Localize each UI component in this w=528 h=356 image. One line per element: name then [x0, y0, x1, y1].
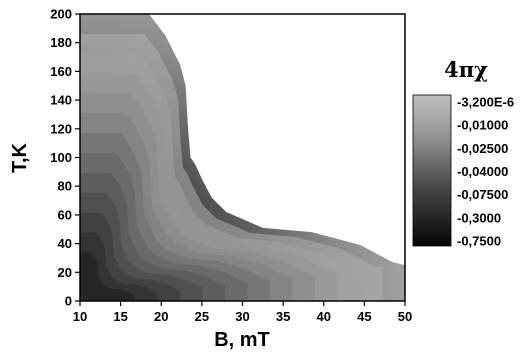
- legend: 4πχ -3,200E-6 -0,01000 -0,02500 -0,04000 -0,…: [412, 57, 514, 249]
- legend-level-label: -0,07500: [457, 187, 508, 202]
- y-tick-label: 200: [50, 7, 72, 22]
- y-tick-label: 40: [58, 236, 72, 251]
- y-axis: 0 20 40 60 80 100 120 140 160 180 200: [50, 7, 80, 309]
- x-tick-label: 20: [154, 309, 168, 324]
- contour-band: [80, 252, 135, 301]
- legend-level-label: -0,02500: [457, 141, 508, 156]
- legend-level-label: -0,01000: [457, 118, 508, 133]
- x-tick-label: 25: [195, 309, 209, 324]
- legend-labels: -3,200E-6 -0,01000 -0,02500 -0,04000 -0,0750…: [457, 95, 514, 249]
- legend-level-label: -3,200E-6: [457, 95, 514, 110]
- x-tick-label: 35: [276, 309, 290, 324]
- x-tick-label: 15: [113, 309, 127, 324]
- y-axis-title: T,K: [9, 142, 31, 173]
- x-tick-label: 45: [357, 309, 371, 324]
- plot-area: [79, 13, 406, 302]
- legend-level-label: -0,04000: [457, 164, 508, 179]
- y-tick-label: 100: [50, 150, 72, 165]
- y-tick-label: 180: [50, 35, 72, 50]
- region-above-boundary: [80, 14, 405, 266]
- legend-level-label: -0,7500: [457, 234, 501, 249]
- x-axis-title: B, mT: [214, 329, 270, 351]
- contour-bands: [80, 33, 383, 301]
- y-tick-label: 140: [50, 93, 72, 108]
- y-tick-label: 80: [58, 179, 72, 194]
- legend-title: 4πχ: [444, 57, 488, 82]
- y-tick-label: 20: [58, 265, 72, 280]
- y-tick-label: 160: [50, 64, 72, 79]
- y-tick-label: 120: [50, 121, 72, 136]
- x-tick-label: 40: [317, 309, 331, 324]
- x-axis: 10 15 20 25 30 35 40 45 50: [73, 301, 412, 324]
- legend-colorbar: [412, 94, 452, 247]
- x-tick-label: 30: [235, 309, 249, 324]
- y-tick-label: 0: [65, 294, 72, 309]
- legend-level-label: -0,3000: [457, 210, 501, 225]
- x-tick-label: 50: [398, 309, 412, 324]
- y-tick-label: 60: [58, 207, 72, 222]
- x-tick-label: 10: [73, 309, 87, 324]
